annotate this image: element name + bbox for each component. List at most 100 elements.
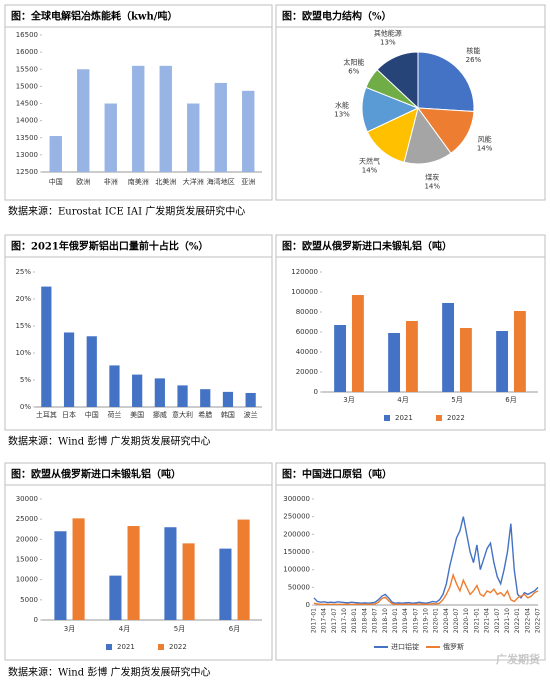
y-tick-label: 60000: [296, 328, 318, 336]
y-tick-label: 13000: [16, 151, 38, 159]
x-tick-label: 南美洲: [128, 177, 149, 186]
bar: [388, 333, 401, 392]
panel-frame: [4, 4, 273, 201]
bar: [200, 389, 211, 407]
x-tick-label: 2017-01: [311, 608, 318, 633]
x-tick-label: 波兰: [244, 410, 258, 419]
x-tick-label: 欧洲: [76, 177, 90, 186]
x-tick-label: 2020-10: [463, 608, 470, 633]
x-tick-label: 4月: [119, 625, 130, 633]
bar: [54, 531, 67, 620]
slice-label: 核能: [466, 46, 480, 55]
slice-label: 风能: [478, 135, 492, 144]
slice-label: 太阳能: [343, 57, 364, 66]
y-tick-label: 16500: [16, 31, 38, 39]
legend-label: 2021: [395, 414, 413, 422]
x-tick-label: 中国: [49, 177, 63, 186]
bar: [334, 325, 347, 392]
x-tick-label: 中国: [85, 410, 99, 419]
x-tick-label: 2020-07: [453, 608, 460, 633]
y-tick-label: 20000: [16, 535, 38, 543]
x-tick-label: 北美洲: [155, 177, 176, 186]
bar: [351, 295, 364, 392]
y-tick-label: 40000: [296, 348, 318, 356]
x-tick-label: 2018-10: [382, 608, 389, 633]
series-line: [313, 572, 539, 605]
x-tick-label: 荷兰: [107, 410, 121, 419]
chart-title: 图：中国进口原铝（吨）: [282, 468, 392, 481]
bar: [109, 365, 120, 407]
x-tick-label: 6月: [505, 396, 516, 404]
y-tick-label: 10000: [16, 576, 38, 584]
watermark: 广发期货: [496, 652, 540, 666]
legend-label: 俄罗斯: [443, 642, 464, 651]
legend-label: 2022: [447, 414, 465, 422]
y-tick-label: 50000: [288, 583, 310, 591]
bar: [77, 69, 90, 172]
y-tick-label: 0: [34, 616, 38, 624]
y-tick-label: 25000: [16, 515, 38, 523]
x-tick-label: 2022-04: [524, 608, 531, 633]
bar: [177, 385, 188, 407]
bar: [63, 332, 75, 407]
source-note: 数据来源：Eurostat ICE IAI 广发期货发展研究中心: [8, 205, 245, 218]
series-line: [313, 516, 539, 604]
x-tick-label: 挪威: [153, 410, 167, 419]
y-tick-label: 15000: [16, 556, 38, 564]
y-tick-label: 150000: [283, 548, 310, 556]
y-tick-label: 10%: [15, 349, 31, 357]
panel-frame: [275, 4, 546, 201]
x-tick-label: 非洲: [104, 177, 118, 186]
y-tick-label: 5%: [20, 376, 31, 384]
bar: [219, 548, 232, 620]
x-tick-label: 2021-04: [484, 608, 491, 633]
bar: [187, 103, 200, 172]
bar: [242, 90, 255, 172]
x-tick-label: 土耳其: [36, 410, 57, 419]
legend-swatch: [436, 415, 442, 421]
slice-value: 13%: [380, 38, 396, 46]
panel-frame: [275, 234, 546, 431]
y-tick-label: 14000: [16, 117, 38, 125]
bar: [132, 65, 145, 172]
slice-label: 其他能源: [374, 28, 402, 37]
x-tick-label: 2022-07: [535, 608, 542, 633]
chart-title: 图：欧盟电力结构（%）: [282, 10, 392, 23]
bar: [132, 374, 143, 407]
y-tick-label: 20%: [15, 295, 31, 303]
y-tick-label: 200000: [283, 530, 310, 538]
x-tick-label: 美国: [130, 410, 144, 419]
x-tick-label: 2017-04: [321, 608, 328, 633]
legend-label: 2021: [117, 643, 135, 651]
x-tick-label: 意大利: [172, 410, 193, 419]
slice-value: 6%: [348, 67, 359, 75]
slice-value: 14%: [362, 167, 378, 175]
x-tick-label: 2021-10: [504, 608, 511, 633]
x-tick-label: 2018-07: [372, 608, 379, 633]
source-note: 数据来源：Wind 彭博 广发期货发展研究中心: [8, 435, 211, 448]
y-tick-label: 0: [314, 388, 318, 396]
legend-label: 2022: [169, 643, 187, 651]
y-tick-label: 15000: [16, 82, 38, 90]
x-tick-label: 2019-10: [423, 608, 430, 633]
x-tick-label: 日本: [62, 410, 76, 419]
y-tick-label: 16000: [16, 48, 38, 56]
x-tick-label: 2020-04: [443, 608, 450, 633]
bar: [159, 65, 172, 172]
pie-slice: [417, 51, 475, 113]
bar: [41, 286, 52, 407]
x-tick-label: 韩国: [221, 410, 235, 419]
y-tick-label: 80000: [296, 308, 318, 316]
x-tick-label: 3月: [64, 625, 75, 633]
y-tick-label: 0%: [20, 403, 31, 411]
x-tick-label: 2018-04: [361, 608, 368, 633]
chart-title: 图：欧盟从俄罗斯进口未锻轧铝（吨）: [11, 468, 181, 481]
y-tick-label: 15%: [15, 322, 31, 330]
x-tick-label: 2017-07: [331, 608, 338, 633]
x-tick-label: 2017-10: [341, 608, 348, 633]
bar: [127, 526, 140, 620]
pie-slice: [376, 51, 419, 110]
slice-value: 13%: [334, 110, 350, 118]
slice-value: 26%: [466, 56, 482, 64]
